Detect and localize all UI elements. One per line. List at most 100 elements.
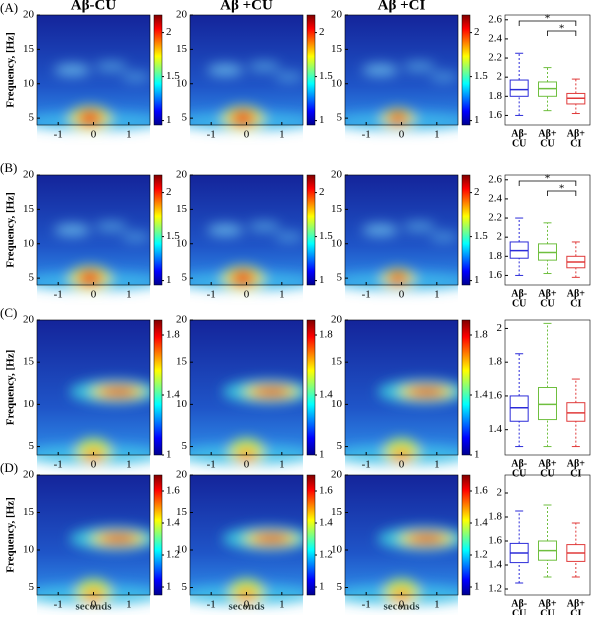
colorbar-tick-label: 1 xyxy=(319,274,325,286)
heatmap-blobs xyxy=(37,61,150,131)
colorbar-tick-label: 1 xyxy=(474,449,480,461)
boxplot-frame xyxy=(504,474,591,596)
colorbar-tick-label: 1.6 xyxy=(319,485,333,497)
y-tick-label: 10 xyxy=(331,544,343,556)
x-tick-label: 0 xyxy=(91,599,97,611)
y-tick-label: 20 xyxy=(23,9,35,21)
y-tick-label: 10 xyxy=(23,77,35,89)
x-tick-label: 1 xyxy=(279,459,285,471)
colorbar-tick-label: 1 xyxy=(319,581,325,593)
colorbar-tick-label: 1.6 xyxy=(474,485,488,497)
group-label: CU xyxy=(540,298,554,309)
box xyxy=(509,395,529,422)
x-tick-label: -1 xyxy=(207,459,216,471)
y-tick-label: 2 xyxy=(497,322,503,334)
heatmap-blob xyxy=(389,273,406,283)
y-tick-label: 1.4 xyxy=(488,423,502,435)
heatmap-image xyxy=(37,15,150,131)
x-tick-label: 0 xyxy=(244,289,250,301)
heatmap-blobs xyxy=(190,221,303,291)
y-tick-label: 15 xyxy=(331,506,343,518)
box xyxy=(538,387,557,421)
y-tick-label: 20 xyxy=(176,9,188,21)
significance-star: * xyxy=(545,173,551,185)
x-tick-label: 0 xyxy=(91,289,97,301)
y-tick-label: 10 xyxy=(331,237,343,249)
heatmap-image xyxy=(37,175,150,291)
y-axis-label: Frequency, [Hz] xyxy=(5,192,17,268)
colorbar-tick-label: 1.2 xyxy=(166,549,180,561)
heatmap-blob xyxy=(260,388,285,395)
heatmap-image xyxy=(190,175,303,291)
heatmap-blobs xyxy=(190,61,303,131)
y-tick-label: 5 xyxy=(182,440,188,452)
group-label: Aβ- xyxy=(511,128,527,139)
y-tick-label: 20 xyxy=(176,169,188,181)
y-tick-label: 2.4 xyxy=(488,32,502,44)
heatmap-image xyxy=(190,320,303,465)
heatmap-blob xyxy=(403,221,436,232)
x-tick-label: -1 xyxy=(362,599,371,611)
y-tick-label: 5 xyxy=(337,581,343,593)
y-tick-label: 10 xyxy=(176,77,188,89)
group-label: CI xyxy=(570,468,581,479)
heatmap-image xyxy=(37,320,150,465)
heatmap-blob xyxy=(429,231,458,242)
heatmap-blob xyxy=(274,231,303,242)
colorbar-tick-label: 1 xyxy=(474,581,480,593)
heatmap-blob xyxy=(248,61,281,72)
colorbar-tick-label: 2 xyxy=(319,186,325,198)
x-tick-label: 1 xyxy=(434,129,440,141)
colorbar-tick-label: 1.5 xyxy=(166,70,180,82)
significance-star: * xyxy=(559,183,565,195)
y-tick-label: 2.2 xyxy=(488,52,502,64)
x-tick-label: 0 xyxy=(399,599,405,611)
heatmap-image xyxy=(345,320,458,465)
colorbar xyxy=(153,474,163,596)
group-label: Aβ+ xyxy=(538,598,556,609)
y-tick-label: 2 xyxy=(497,487,503,499)
group-label: CI xyxy=(570,608,581,615)
group-label: CU xyxy=(512,138,526,149)
colorbar-tick-label: 1.4 xyxy=(319,517,333,529)
colorbar xyxy=(306,14,316,126)
y-tick-label: 20 xyxy=(176,314,188,326)
y-tick-label: 5 xyxy=(29,272,35,284)
x-tick-label: 1 xyxy=(434,599,440,611)
colorbar xyxy=(461,174,471,286)
heatmap-blob xyxy=(121,71,150,82)
significance-bracket xyxy=(547,30,577,36)
colorbar-tick-label: 1.4 xyxy=(474,389,488,401)
y-axis-label: Frequency, [Hz] xyxy=(5,497,17,573)
heatmap-blob xyxy=(95,221,128,232)
row-label: (B) xyxy=(0,160,17,175)
x-tick-label: 1 xyxy=(434,289,440,301)
colorbar-tick-label: 1.2 xyxy=(319,549,333,561)
heatmap-blob xyxy=(415,388,440,395)
colorbar-tick-label: 1 xyxy=(319,449,325,461)
colorbar-tick-label: 1.2 xyxy=(474,549,488,561)
y-tick-label: 20 xyxy=(331,314,343,326)
y-tick-label: 1.4 xyxy=(488,559,502,571)
x-tick-label: 1 xyxy=(126,459,132,471)
colorbar xyxy=(306,474,316,596)
boxplot-frame xyxy=(504,14,591,126)
heatmap-blob xyxy=(403,61,436,72)
y-tick-label: 1.6 xyxy=(488,269,502,281)
row-label: (C) xyxy=(0,305,17,320)
heatmap-blob xyxy=(79,272,100,285)
colorbar-tick-label: 1 xyxy=(319,114,325,126)
y-tick-label: 5 xyxy=(182,272,188,284)
column-title: Aβ +CI xyxy=(378,0,426,13)
x-tick-label: 1 xyxy=(126,599,132,611)
x-tick-label: 1 xyxy=(279,599,285,611)
y-tick-label: 2.6 xyxy=(488,13,502,25)
